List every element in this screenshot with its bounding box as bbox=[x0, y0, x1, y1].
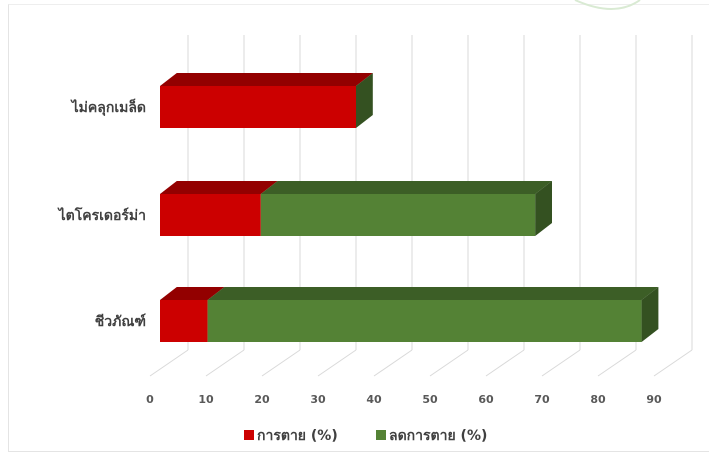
category-label: ไตโครเดอร์ม่า bbox=[57, 206, 146, 224]
decorative-arc bbox=[574, 0, 641, 10]
floor-line-50 bbox=[429, 349, 469, 377]
bar-front-face bbox=[260, 194, 536, 236]
bar-top-face bbox=[160, 73, 373, 86]
bar-side-face bbox=[535, 181, 552, 236]
x-tick-label: 40 bbox=[366, 393, 382, 406]
x-tick-label: 10 bbox=[198, 393, 214, 406]
bar-0-0 bbox=[160, 73, 373, 128]
x-tick-label: 30 bbox=[310, 393, 326, 406]
bar-side-face bbox=[641, 287, 659, 342]
floor-line-10 bbox=[205, 349, 245, 377]
bar-top-face bbox=[260, 181, 552, 194]
category-label: ชีวภัณฑ์ bbox=[95, 313, 146, 330]
legend: การตาย (%) ลดการตาย (%) bbox=[244, 428, 487, 444]
bar-front-face bbox=[160, 86, 356, 128]
bar-side-face bbox=[356, 73, 373, 128]
bar-2-1 bbox=[207, 287, 659, 342]
category-label: ไม่คลุกเมล็ด bbox=[70, 98, 146, 116]
floor-line-30 bbox=[317, 349, 357, 377]
x-tick-label: 50 bbox=[422, 393, 438, 406]
floor-line-60 bbox=[485, 349, 525, 377]
x-tick-label: 90 bbox=[646, 393, 662, 406]
bar-1-1 bbox=[260, 181, 552, 236]
x-tick-label: 20 bbox=[254, 393, 270, 406]
bar-front-face bbox=[207, 300, 642, 342]
legend-label: ลดการตาย (%) bbox=[389, 428, 487, 444]
legend-swatch bbox=[376, 430, 386, 440]
legend-swatch bbox=[244, 430, 254, 440]
floor-line-80 bbox=[597, 349, 637, 377]
bar-top-face bbox=[160, 181, 278, 194]
x-tick-label: 70 bbox=[534, 393, 550, 406]
x-tick-label: 0 bbox=[146, 393, 154, 406]
floor-line-70 bbox=[541, 349, 581, 377]
bar-2-0 bbox=[160, 287, 225, 342]
bar-top-face bbox=[207, 287, 659, 300]
bar-front-face bbox=[160, 194, 261, 236]
chart-frame bbox=[8, 4, 709, 452]
bar-1-0 bbox=[160, 181, 278, 236]
floor-line-90 bbox=[653, 349, 693, 377]
legend-label: การตาย (%) bbox=[257, 428, 338, 444]
x-tick-label: 60 bbox=[478, 393, 494, 406]
x-tick-label: 80 bbox=[590, 393, 606, 406]
floor-line-0 bbox=[149, 349, 189, 377]
bar-front-face bbox=[160, 300, 208, 342]
floor-line-40 bbox=[373, 349, 413, 377]
floor-line-20 bbox=[261, 349, 301, 377]
bar-top-face bbox=[160, 287, 225, 300]
